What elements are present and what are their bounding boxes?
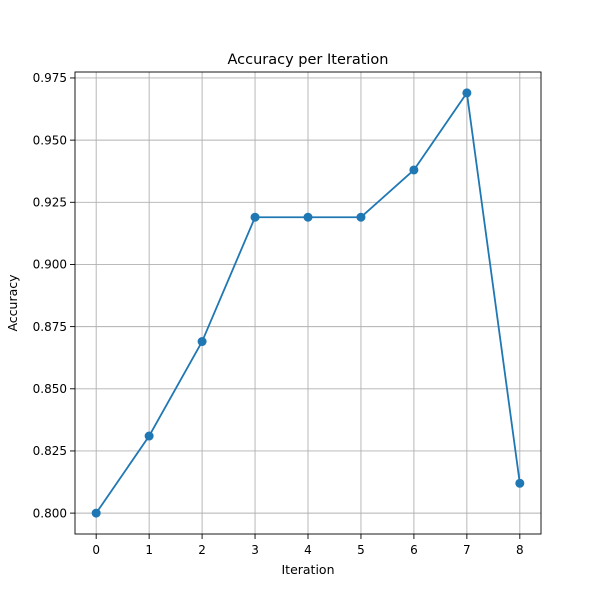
- y-tick-label: 0.800: [33, 506, 67, 520]
- y-tick-label: 0.875: [33, 320, 67, 334]
- x-tick-label: 4: [304, 543, 312, 557]
- data-point: [409, 165, 419, 175]
- data-point: [462, 88, 472, 98]
- x-tick-label: 3: [251, 543, 259, 557]
- data-point: [197, 337, 207, 347]
- x-tick-label: 6: [410, 543, 418, 557]
- x-tick-label: 2: [198, 543, 206, 557]
- y-tick-label: 0.825: [33, 444, 67, 458]
- y-tick-label: 0.925: [33, 195, 67, 209]
- axis-ticks: 0 1 2 3 4 5 6 7 8 0.800 0.825 0.850 0.875 0.900 0.925 0…: [33, 71, 524, 557]
- x-axis-label: Iteration: [281, 562, 334, 577]
- y-tick-label: 0.975: [33, 71, 67, 85]
- data-points: [91, 88, 525, 518]
- data-point: [144, 431, 154, 441]
- x-tick-label: 8: [516, 543, 524, 557]
- chart-title: Accuracy per Iteration: [227, 52, 388, 68]
- data-point: [250, 212, 260, 222]
- x-tick-label: 1: [145, 543, 153, 557]
- data-point: [91, 508, 101, 518]
- y-tick-label: 0.900: [33, 258, 67, 272]
- y-axis-label: Accuracy: [5, 274, 20, 332]
- x-tick-label: 5: [357, 543, 365, 557]
- y-tick-label: 0.950: [33, 133, 67, 147]
- data-point: [356, 212, 366, 222]
- data-point: [303, 212, 313, 222]
- x-tick-label: 0: [92, 543, 100, 557]
- x-tick-label: 7: [463, 543, 471, 557]
- data-point: [515, 478, 525, 488]
- y-tick-label: 0.850: [33, 382, 67, 396]
- grid: [75, 72, 541, 534]
